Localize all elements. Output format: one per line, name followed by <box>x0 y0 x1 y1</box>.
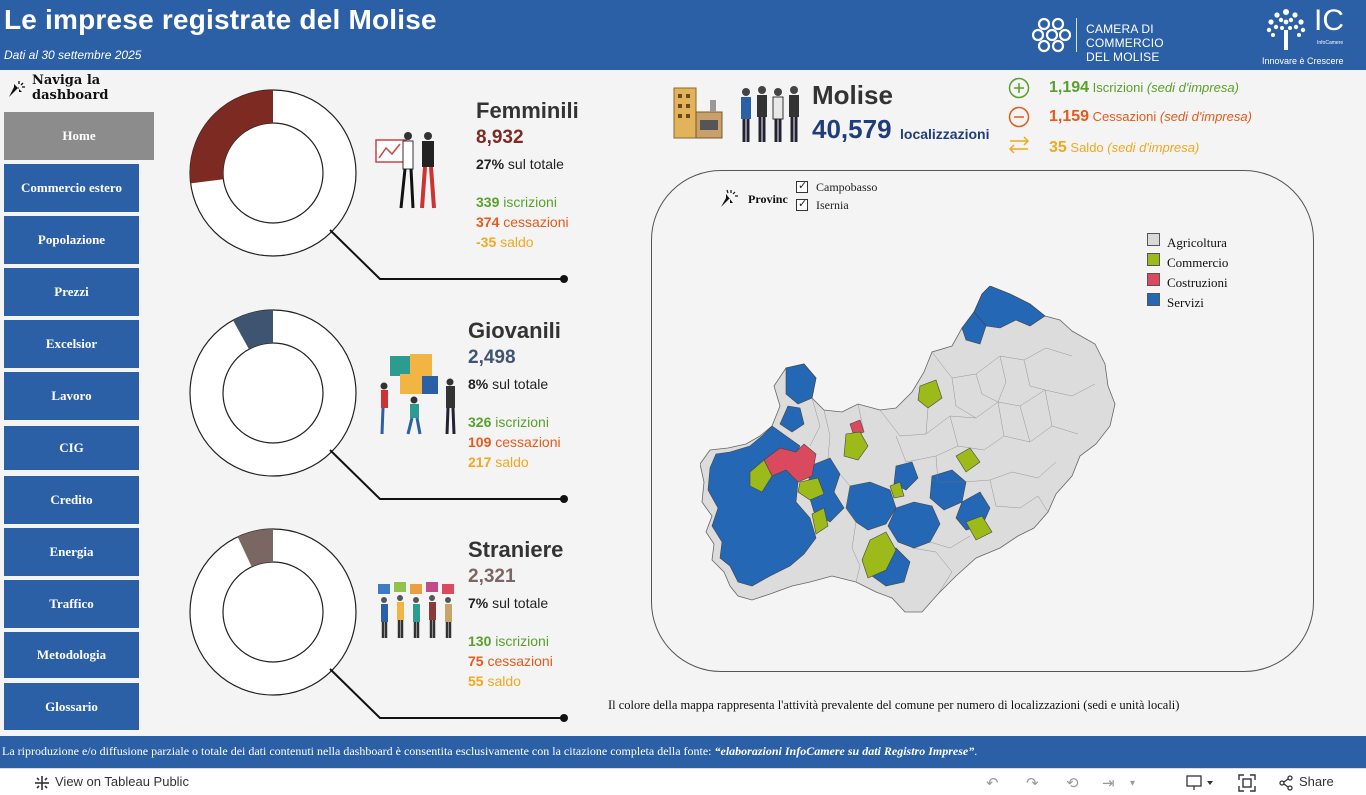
femminili-pct: 27% sul totale <box>476 156 564 172</box>
legend-item-costruzioni[interactable]: Costruzioni <box>1147 272 1267 292</box>
ring-slice-straniere <box>237 529 273 567</box>
checkbox-isernia[interactable]: Isernia <box>796 197 956 214</box>
map-caption: Il colore della mappa rappresenta l'atti… <box>608 698 1180 712</box>
femminili-cessazioni: 374 cessazioni <box>476 214 569 230</box>
legend-item-agricoltura[interactable]: Agricoltura <box>1147 232 1267 252</box>
pause-refresh-icon[interactable]: ⇥ <box>1102 775 1115 792</box>
view-on-tableau-link[interactable]: View on Tableau Public <box>55 774 189 789</box>
nav-button-prezzi[interactable]: Prezzi <box>4 268 139 316</box>
molise-unit: localizzazioni <box>900 126 990 142</box>
province-filter: Provinc Campobasso Isernia <box>718 179 898 220</box>
nav-button-popolazione[interactable]: Popolazione <box>4 216 139 264</box>
fullscreen-icon[interactable] <box>1238 774 1256 792</box>
giovanili-pct: 8% sul totale <box>468 376 549 392</box>
pointer-icon <box>9 81 25 97</box>
nav-button-lavoro[interactable]: Lavoro <box>4 372 139 420</box>
giovanili-value: 2,498 <box>468 347 516 368</box>
footer-disclaimer: La riproduzione e/o diffusione parziale … <box>0 736 1366 768</box>
straniere-pct: 7% sul totale <box>468 595 549 611</box>
straniere-iscrizioni: 130 iscrizioni <box>468 633 549 649</box>
ring-slice-femminili <box>190 90 273 184</box>
page-title: Le imprese registrate del Molise <box>4 4 437 35</box>
giovanili-cessazioni: 109 cessazioni <box>468 434 561 450</box>
giovanili-iscrizioni: 326 iscrizioni <box>468 414 549 430</box>
swap-arrows-icon <box>1008 136 1030 154</box>
minus-circle-icon <box>1008 106 1030 128</box>
nav-button-home[interactable]: Home <box>4 112 154 160</box>
map-legend: Agricoltura Commercio Costruzioni Serviz… <box>1147 232 1267 312</box>
straniere-value: 2,321 <box>468 566 516 587</box>
molise-map[interactable] <box>700 286 1120 616</box>
nav-hint-text-2: dashboard <box>32 88 109 103</box>
femminili-value: 8,932 <box>476 127 524 148</box>
camera-logo-text: CAMERA DI COMMERCIO <box>1086 22 1164 50</box>
femminili-iscrizioni: 339 iscrizioni <box>476 194 557 210</box>
femminili-saldo: -35 saldo <box>476 234 534 250</box>
molise-title: Molise <box>812 80 893 110</box>
straniere-title: Straniere <box>468 537 564 562</box>
giovanili-title: Giovanili <box>468 318 561 343</box>
nav-button-energia[interactable]: Energia <box>4 528 139 576</box>
camera-logo-icon <box>1031 17 1072 53</box>
tree-logo-icon <box>1266 9 1306 50</box>
ring-chart-giovanili <box>189 309 357 477</box>
nav-hint-text: Naviga la <box>32 73 101 88</box>
ic-tagline: Innovare è Crescere <box>1262 56 1344 66</box>
molise-iscrizioni: 1,194 Iscrizioni (sedi d'impresa) <box>1049 79 1239 96</box>
ring-slice-giovanili <box>233 310 273 350</box>
tableau-toolbar: View on Tableau Public ↶ ↷ ⟲ ⇥ ▾ Share <box>0 768 1366 795</box>
nav-hint: Naviga la dashboard <box>6 72 116 106</box>
femminili-title: Femminili <box>476 98 579 123</box>
revert-icon[interactable]: ⟲ <box>1066 775 1079 792</box>
nav-button-excelsior[interactable]: Excelsior <box>4 320 139 368</box>
straniere-cessazioni: 75 cessazioni <box>468 653 553 669</box>
molise-value: 40,579 <box>812 114 892 144</box>
infocamere-logo: IC InfoCamere Innovare è Crescere <box>1260 4 1360 66</box>
giovanili-saldo: 217 saldo <box>468 454 529 470</box>
share-icon[interactable] <box>1278 775 1294 791</box>
nav-button-cig[interactable]: CIG <box>4 426 139 470</box>
pointer-icon <box>721 189 738 207</box>
foreign-people-illustration-icon <box>378 582 454 638</box>
women-illustration-icon <box>375 132 436 209</box>
checkbox-campobasso[interactable]: Campobasso <box>796 179 956 196</box>
nav-button-metodologia[interactable]: Metodologia <box>4 632 139 678</box>
ic-logo-sub: InfoCamere <box>1317 40 1344 46</box>
ring-chart-straniere <box>189 528 357 696</box>
nav-button-glossario[interactable]: Glossario <box>4 683 139 730</box>
undo-icon[interactable]: ↶ <box>986 775 999 792</box>
camera-logo-text-2: DEL MOLISE <box>1086 50 1160 64</box>
ring-chart-femminili <box>189 89 357 257</box>
share-button[interactable]: Share <box>1299 774 1334 789</box>
province-filter-label: Provinc <box>748 192 788 206</box>
ic-logo-text: IC <box>1314 4 1344 37</box>
page-subtitle: Dati al 30 settembre 2025 <box>4 48 142 62</box>
tableau-logo-icon[interactable] <box>34 775 50 791</box>
legend-item-servizi[interactable]: Servizi <box>1147 292 1267 312</box>
molise-cessazioni: 1,159 Cessazioni (sedi d'impresa) <box>1049 108 1252 125</box>
legend-item-commercio[interactable]: Commercio <box>1147 252 1267 272</box>
buildings-icon <box>673 87 723 139</box>
chevron-down-icon[interactable]: ▾ <box>1130 778 1136 789</box>
puzzle-team-illustration-icon <box>380 354 456 435</box>
nav-button-credito[interactable]: Credito <box>4 476 139 524</box>
redo-icon[interactable]: ↷ <box>1026 775 1039 792</box>
header-bar: Le imprese registrate del Molise Dati al… <box>0 0 1366 70</box>
nav-button-traffico[interactable]: Traffico <box>4 580 139 628</box>
camera-commercio-logo: CAMERA DI COMMERCIO DEL MOLISE <box>1031 16 1232 64</box>
download-icon[interactable] <box>1186 775 1216 791</box>
plus-circle-icon <box>1008 77 1030 99</box>
nav-button-commercio-estero[interactable]: Commercio estero <box>4 164 139 212</box>
straniere-saldo: 55 saldo <box>468 673 521 689</box>
business-people-icon <box>741 86 799 142</box>
leader-lines <box>329 229 568 722</box>
molise-saldo: 35 Saldo (sedi d'impresa) <box>1049 139 1200 156</box>
